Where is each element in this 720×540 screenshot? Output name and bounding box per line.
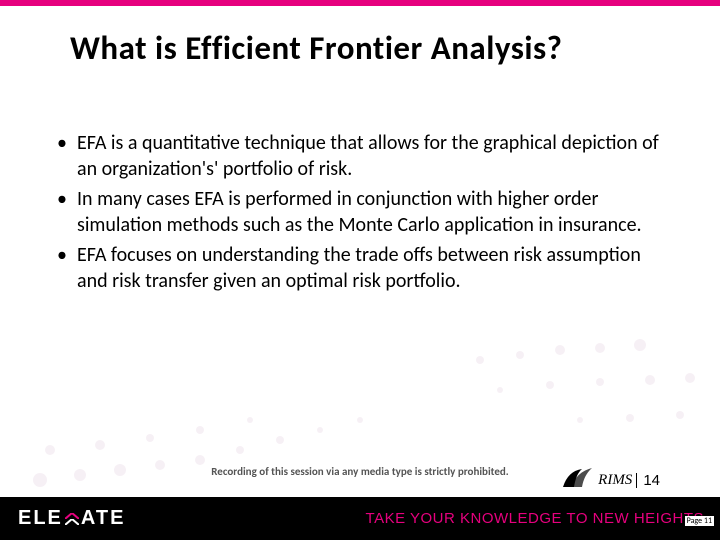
top-accent-bar [0,0,720,6]
elevate-text-right: ATE [81,507,126,530]
rims-logo-block: RIMS 14 [562,466,660,488]
bullet-item: EFA focuses on understanding the trade o… [55,242,670,294]
rims-name: RIMS [598,473,637,488]
bullet-item: In many cases EFA is performed in conjun… [55,186,670,238]
slide: What is Efficient Frontier Analysis? EFA… [0,0,720,540]
rims-year: 14 [643,473,660,488]
elevate-logo: ELE ATE [18,507,125,530]
footer-tagline: TAKE YOUR KNOWLEDGE TO NEW HEIGHTS [366,510,704,527]
rims-swoosh-icon [562,466,594,488]
bullet-item: EFA is a quantitative technique that all… [55,130,670,182]
slide-title: What is Efficient Frontier Analysis? [70,28,680,68]
footer-bar: ELE ATE TAKE YOUR KNOWLEDGE TO NEW HEIGH… [0,497,720,540]
chevron-up-icon [65,513,79,525]
elevate-text-left: ELE [18,507,63,530]
bullet-list: EFA is a quantitative technique that all… [55,130,670,298]
page-number: Page 11 [685,516,714,526]
